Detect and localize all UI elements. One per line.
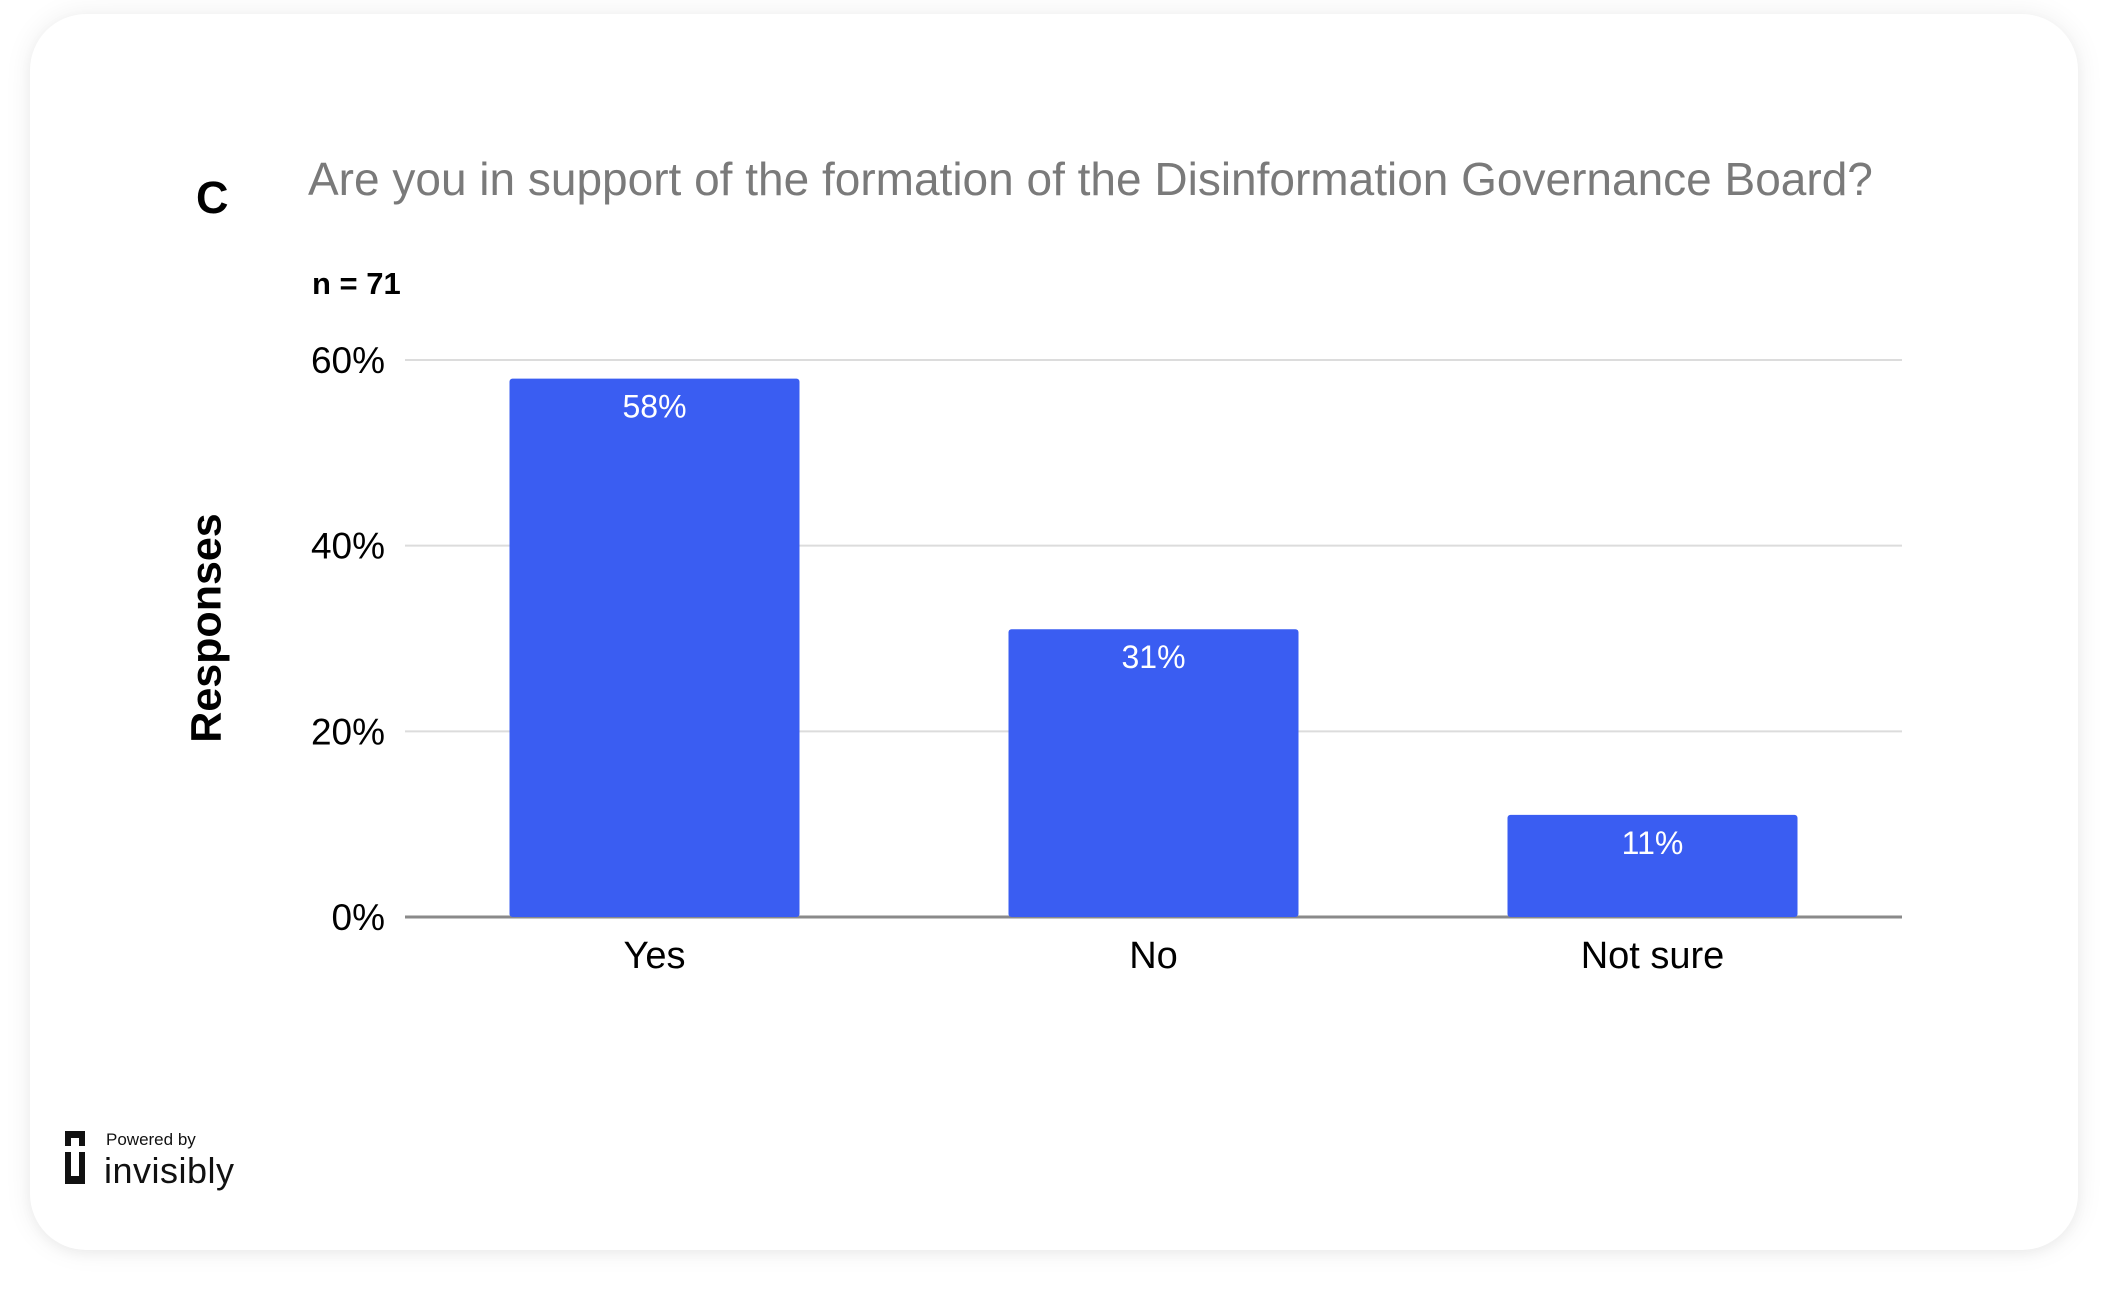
bars xyxy=(509,378,1798,918)
labels: 0% 20% 40% 60% 58% Yes 31% No 11% Not sure xyxy=(311,340,1724,977)
x-tick-label: No xyxy=(1129,935,1178,977)
x-tick-label: Yes xyxy=(624,935,686,977)
invisibly-logo-icon xyxy=(65,1131,85,1184)
y-tick-label: 60% xyxy=(311,340,385,381)
bar-data-label: 31% xyxy=(1121,639,1185,675)
x-tick-label: Not sure xyxy=(1581,935,1725,977)
bar xyxy=(1008,629,1299,917)
powered-by-text: Powered by xyxy=(106,1130,196,1149)
bar xyxy=(509,378,800,918)
y-tick-label: 20% xyxy=(311,711,385,752)
bar-data-label: 58% xyxy=(622,389,686,425)
y-tick-label: 0% xyxy=(332,897,385,938)
bar xyxy=(1507,814,1798,917)
brand-name: invisibly xyxy=(104,1150,235,1191)
sample-size-label: n = 71 xyxy=(312,266,401,301)
chart-title: Are you in support of the formation of t… xyxy=(308,153,1873,205)
panel-letter: C xyxy=(196,172,229,223)
y-tick-label: 40% xyxy=(311,526,385,567)
powered-by-invisibly[interactable]: Powered by invisibly xyxy=(62,1128,282,1191)
bar-data-label: 11% xyxy=(1622,825,1684,861)
